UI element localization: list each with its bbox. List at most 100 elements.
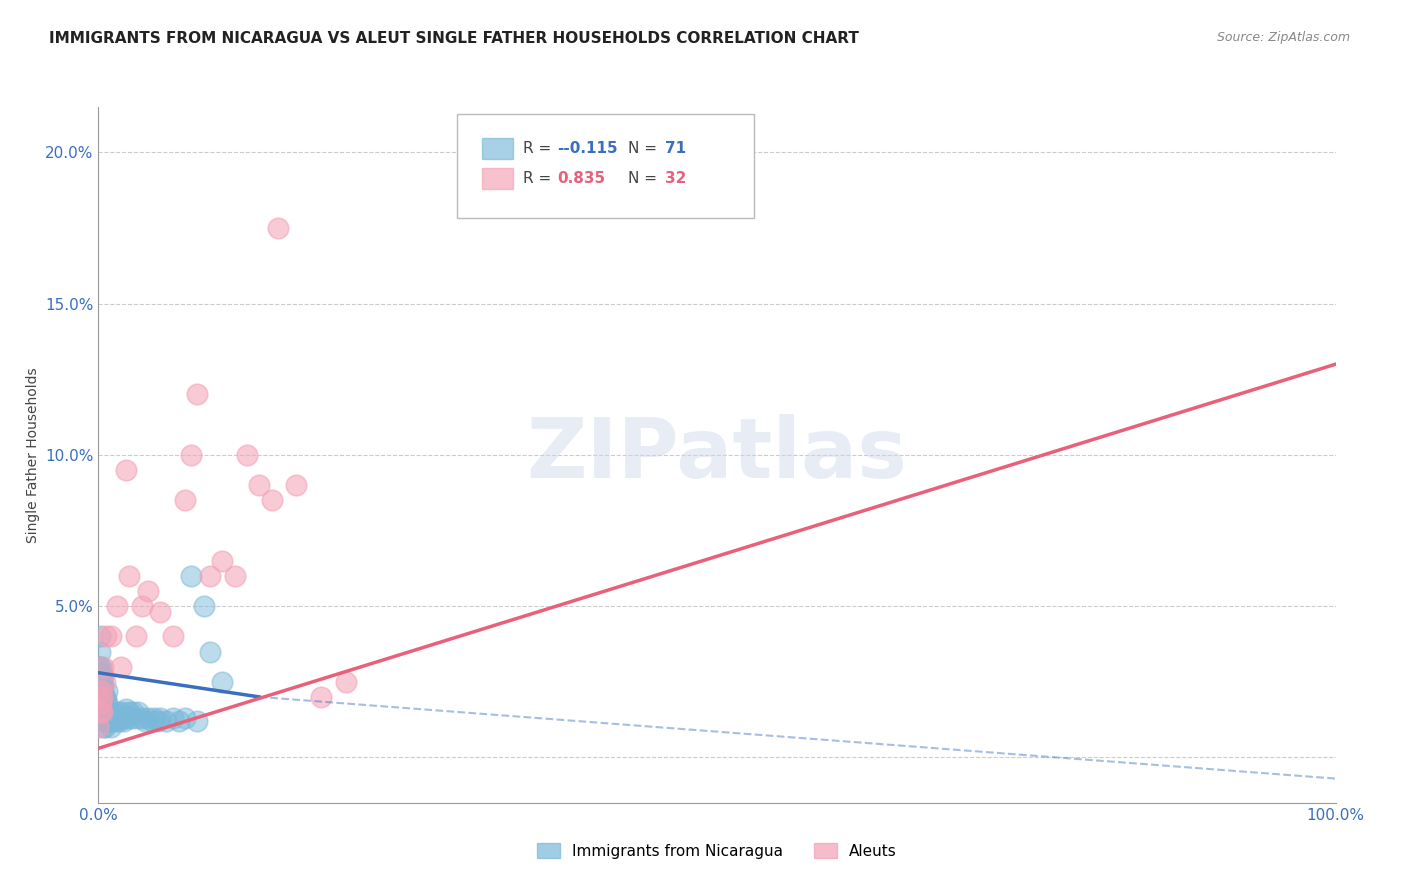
Point: [285, 478, 308, 492]
Point: [91, 684, 114, 698]
Point: [118, 705, 141, 719]
Point: [122, 705, 145, 719]
Point: [90, 674, 112, 689]
Point: [93, 690, 115, 704]
Point: [97, 702, 120, 716]
Text: R =: R =: [523, 141, 555, 156]
Point: [93, 711, 115, 725]
Point: [114, 463, 136, 477]
Point: [91, 696, 114, 710]
Point: [211, 554, 233, 568]
Point: [87, 659, 110, 673]
Point: [93, 702, 115, 716]
Text: N =: N =: [628, 141, 662, 156]
Point: [193, 599, 215, 614]
Point: [89, 665, 111, 680]
Point: [174, 493, 197, 508]
Point: [100, 705, 122, 719]
Point: [94, 714, 117, 728]
Point: [112, 711, 135, 725]
Point: [110, 659, 132, 673]
Point: [103, 711, 125, 725]
Point: [96, 705, 118, 719]
Point: [211, 674, 233, 689]
Point: [89, 629, 111, 643]
Point: [335, 674, 357, 689]
Point: [91, 714, 114, 728]
Point: [174, 711, 197, 725]
Point: [104, 714, 127, 728]
FancyBboxPatch shape: [482, 138, 513, 159]
Point: [267, 221, 290, 235]
Text: 32: 32: [665, 171, 686, 186]
Point: [127, 705, 149, 719]
Point: [96, 684, 118, 698]
Text: N =: N =: [628, 171, 662, 186]
Point: [198, 569, 221, 583]
Point: [149, 711, 172, 725]
Point: [90, 684, 112, 698]
Point: [90, 659, 112, 673]
Point: [89, 659, 111, 673]
Point: [93, 720, 115, 734]
Point: [146, 714, 169, 728]
Point: [100, 720, 122, 734]
Point: [105, 711, 128, 725]
Point: [118, 569, 141, 583]
Point: [93, 681, 115, 695]
Text: R =: R =: [523, 171, 555, 186]
Point: [186, 714, 208, 728]
Point: [114, 702, 136, 716]
Point: [93, 698, 115, 713]
Point: [93, 674, 115, 689]
Point: [167, 714, 190, 728]
Point: [108, 714, 131, 728]
Point: [120, 711, 142, 725]
Point: [91, 690, 114, 704]
Point: [93, 669, 115, 683]
Point: [136, 711, 159, 725]
Point: [103, 705, 125, 719]
Text: ZIPatlas: ZIPatlas: [527, 415, 907, 495]
Point: [96, 696, 118, 710]
Point: [162, 629, 184, 643]
Point: [100, 629, 122, 643]
Point: [110, 705, 132, 719]
Point: [115, 711, 138, 725]
Point: [91, 705, 114, 719]
Point: [90, 696, 112, 710]
Point: [101, 714, 124, 728]
Point: [149, 605, 172, 619]
Point: [94, 705, 117, 719]
Point: [105, 599, 128, 614]
FancyBboxPatch shape: [457, 114, 754, 219]
Point: [198, 644, 221, 658]
Point: [89, 644, 111, 658]
Point: [162, 711, 184, 725]
Point: [136, 584, 159, 599]
Point: [90, 696, 112, 710]
Text: 0.835: 0.835: [557, 171, 606, 186]
Point: [141, 714, 163, 728]
Point: [224, 569, 246, 583]
Point: [309, 690, 332, 704]
Point: [89, 705, 111, 719]
Point: [94, 629, 117, 643]
Point: [97, 714, 120, 728]
Point: [90, 684, 112, 698]
Point: [124, 629, 146, 643]
Point: [87, 674, 110, 689]
Text: IMMIGRANTS FROM NICARAGUA VS ALEUT SINGLE FATHER HOUSEHOLDS CORRELATION CHART: IMMIGRANTS FROM NICARAGUA VS ALEUT SINGL…: [49, 31, 859, 46]
FancyBboxPatch shape: [482, 169, 513, 189]
Point: [236, 448, 259, 462]
Point: [96, 714, 118, 728]
Point: [112, 714, 135, 728]
Point: [180, 569, 202, 583]
Legend: Immigrants from Nicaragua, Aleuts: Immigrants from Nicaragua, Aleuts: [531, 837, 903, 864]
Text: --0.115: --0.115: [557, 141, 619, 156]
Point: [131, 711, 153, 725]
Text: Source: ZipAtlas.com: Source: ZipAtlas.com: [1216, 31, 1350, 45]
Point: [93, 711, 115, 725]
Text: 71: 71: [665, 141, 686, 156]
Point: [155, 714, 177, 728]
